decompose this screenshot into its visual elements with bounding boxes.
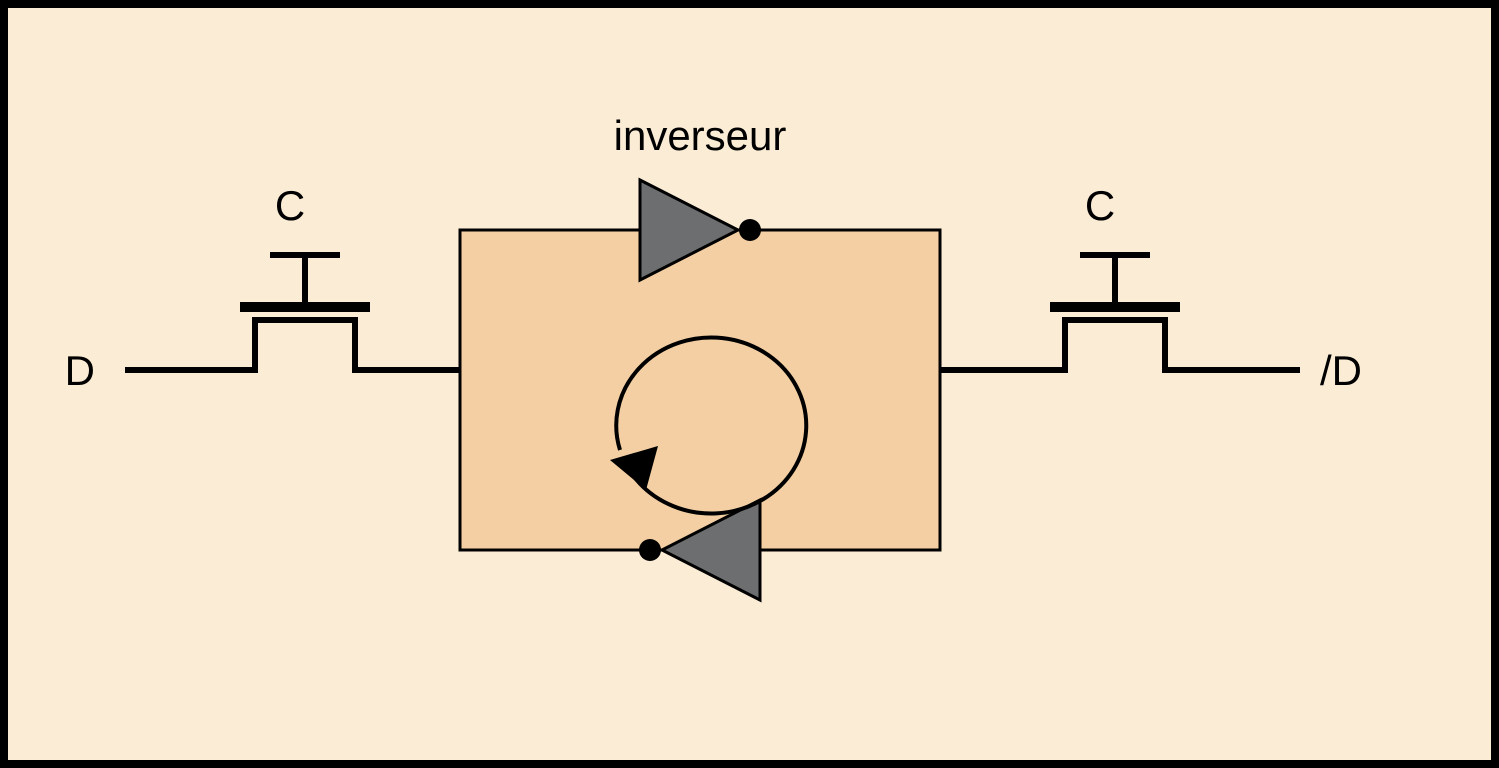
left-gate-label: C bbox=[275, 182, 305, 229]
right-gate-label: C bbox=[1085, 182, 1115, 229]
title-label: inverseur bbox=[614, 112, 787, 159]
circuit-diagram: inverseur D /D C C bbox=[0, 0, 1499, 768]
left-input-label: D bbox=[65, 347, 95, 394]
right-output-label: /D bbox=[1320, 347, 1362, 394]
inverter-loop-box bbox=[460, 230, 940, 550]
